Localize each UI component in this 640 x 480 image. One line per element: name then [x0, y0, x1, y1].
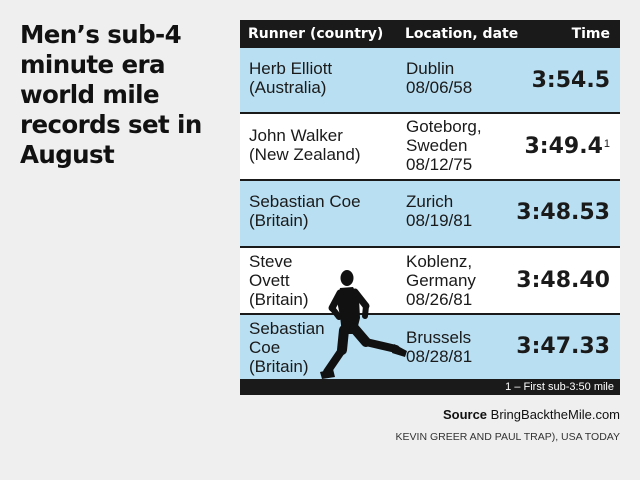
table-header: Runner (country) Location, date Time [240, 20, 620, 48]
table-row: Sebastian Coe (Britain) Brussels 08/28/8… [240, 315, 620, 379]
time-cell: 3:48.40 [516, 269, 610, 293]
time-cell: 3:54.5 [532, 69, 610, 93]
header-runner: Runner (country) [248, 26, 384, 42]
header-location: Location, date [405, 26, 519, 42]
location-cell: Zurich 08/19/81 [406, 192, 473, 230]
time-cell: 3:47.33 [516, 335, 610, 359]
location-cell: Goteborg, Sweden 08/12/75 [406, 117, 482, 174]
table-row: Steve Ovett (Britain) Koblenz, Germany 0… [240, 248, 620, 315]
runner-cell: Sebastian Coe (Britain) [249, 319, 325, 376]
runner-cell: Sebastian Coe (Britain) [249, 192, 361, 230]
time-value: 3:48.53 [516, 200, 610, 225]
time-cell: 3:49.41 [524, 135, 610, 159]
runner-cell: John Walker (New Zealand) [249, 126, 361, 164]
time-value: 3:49.4 [524, 134, 603, 159]
source-text: BringBacktheMile.com [490, 407, 620, 422]
location-cell: Dublin 08/06/58 [406, 59, 473, 97]
credit-line: KEVIN GREER AND PAUL TRAP), USA TODAY [395, 431, 620, 443]
table-row: Sebastian Coe (Britain) Zurich 08/19/81 … [240, 181, 620, 248]
records-table: Runner (country) Location, date Time Her… [240, 20, 620, 395]
runner-cell: Steve Ovett (Britain) [249, 252, 309, 309]
time-value: 3:54.5 [531, 68, 610, 93]
source-line: Source BringBacktheMile.com [443, 407, 620, 423]
footnote-marker: 1 [603, 138, 610, 150]
time-value: 3:48.40 [516, 268, 610, 293]
source-label: Source [442, 407, 488, 422]
runner-cell: Herb Elliott (Australia) [249, 59, 333, 97]
header-time: Time [571, 26, 610, 42]
location-cell: Koblenz, Germany 08/26/81 [406, 252, 476, 309]
headline: Men’s sub-4 minute era world mile record… [20, 20, 202, 169]
location-cell: Brussels 08/28/81 [406, 328, 473, 366]
runner-silhouette-icon [320, 270, 407, 379]
time-value: 3:47.33 [516, 334, 610, 359]
footnote-bar: 1 – First sub-3:50 mile [240, 379, 620, 395]
table-row: Herb Elliott (Australia) Dublin 08/06/58… [240, 48, 620, 114]
table-row: John Walker (New Zealand) Goteborg, Swed… [240, 114, 620, 181]
time-cell: 3:48.53 [516, 201, 610, 225]
